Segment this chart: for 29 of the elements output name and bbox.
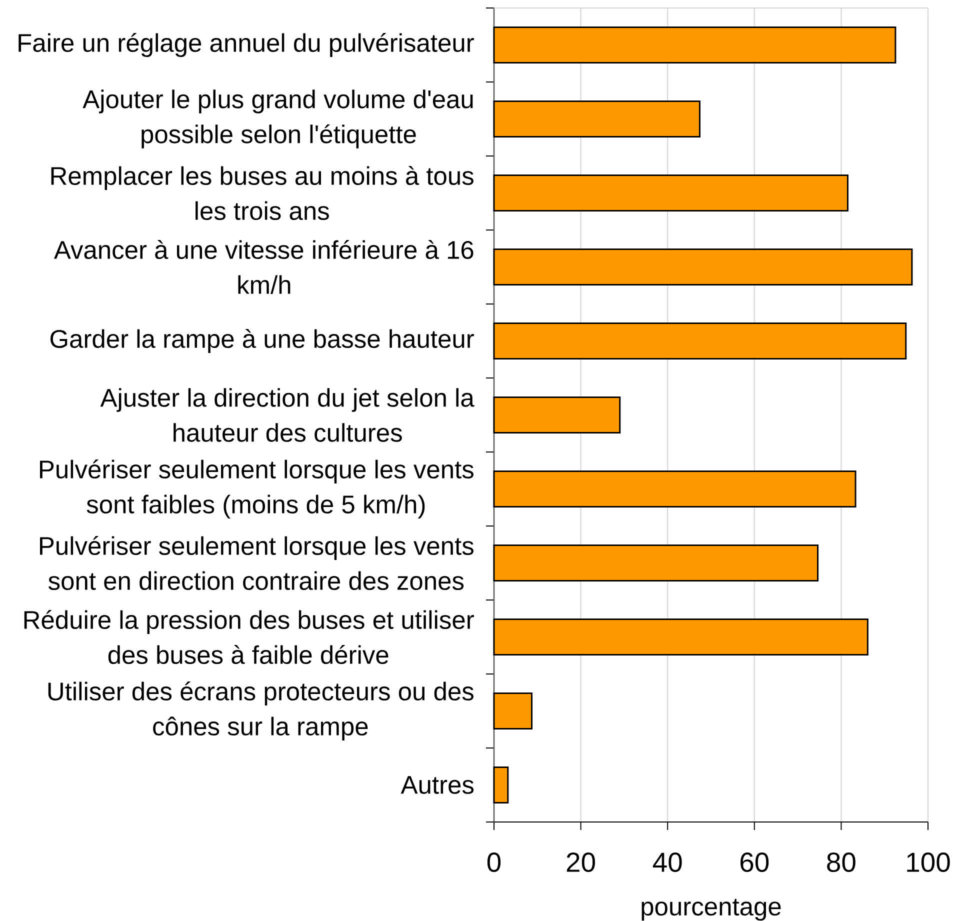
x-tick-label: 20 xyxy=(566,852,596,872)
y-tick-label: Faire un réglage annuel du pulvérisateur xyxy=(18,32,474,58)
y-tick-label: Garder la rampe à une basse hauteur xyxy=(50,328,474,354)
bar xyxy=(493,692,533,730)
bar xyxy=(493,766,509,804)
y-tick-label: Utiliser des écrans protecteurs ou des cônes sur la rampe xyxy=(48,681,474,741)
x-tick-label: 60 xyxy=(740,852,769,872)
y-tick-label: Ajouter le plus grand volume d'eau possible selon l'étiquette xyxy=(82,90,473,148)
bar xyxy=(493,396,621,434)
bar xyxy=(493,618,868,656)
x-tick-label: 80 xyxy=(827,852,856,872)
y-tick-label: Pulvériser seulement lorsque les vents sont faibles (moins de 5 km/h) xyxy=(40,459,474,519)
y-tick-label: Pulvériser seulement lorsque les vents sont en direction contraire des zones xyxy=(40,536,474,590)
bar xyxy=(493,174,848,212)
y-tick-label: Réduire la pression des buses et utiliser des buses à faible dérive xyxy=(24,610,474,664)
y-tick-label: Avancer à une vitesse inférieure à 16 km/h xyxy=(54,240,474,294)
x-tick-label: 40 xyxy=(652,852,682,872)
x-axis-title: pourcentage xyxy=(642,898,781,921)
x-tick-label: 100 xyxy=(907,852,950,872)
bar xyxy=(493,470,856,508)
y-tick-label: Remplacer les buses au moins à tous les trois ans xyxy=(51,166,474,220)
bar xyxy=(493,544,819,582)
bar xyxy=(493,248,913,286)
bar xyxy=(493,100,700,138)
y-tick-label: Ajuster la direction du jet selon la hauteur des cultures xyxy=(100,388,474,442)
bar xyxy=(493,26,896,64)
bar xyxy=(493,322,907,360)
x-tick-label: 0 xyxy=(487,852,501,872)
y-tick-label: Autres xyxy=(400,776,474,794)
